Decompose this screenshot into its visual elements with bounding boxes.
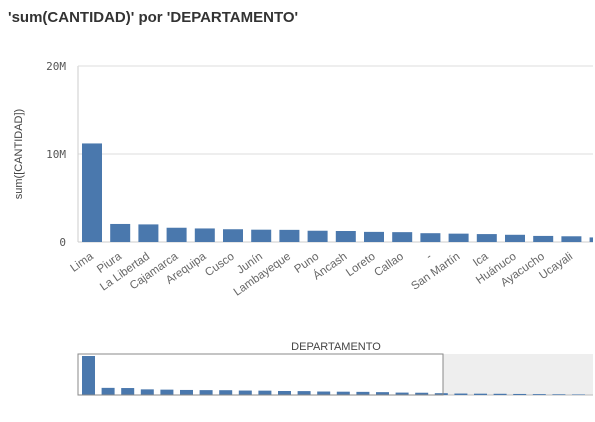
navigator-bar [199,390,213,395]
navigator-bar [474,393,487,395]
bar[interactable] [420,233,441,242]
navigator-bar [552,394,566,395]
bar[interactable] [82,143,102,242]
navigator-bar [513,393,527,395]
navigator-bar [454,393,468,395]
y-axis-ticks: 0 10M 20M [46,60,66,249]
bar[interactable] [392,232,413,242]
range-navigator[interactable] [77,353,593,396]
bar[interactable] [561,236,582,242]
bar[interactable] [194,228,215,242]
x-tick-label: San Martín [409,251,462,293]
navigator-bar [297,391,311,395]
bar[interactable] [476,234,497,242]
navigator-bar [356,391,370,395]
navigator-bar [336,391,350,395]
x-tick-label: Loreto [344,251,378,280]
navigator-bar [376,392,389,395]
navigator-bar [140,389,154,395]
bar[interactable] [364,231,384,242]
bar[interactable] [448,233,469,242]
navigator-bar [572,394,585,395]
navigator-bar [82,356,95,395]
navigator-bar [160,389,174,395]
bar[interactable] [589,237,593,242]
navigator-bar [395,392,409,395]
navigator-bar [238,390,252,395]
bar[interactable] [223,229,243,242]
navigator-bar [532,394,546,395]
navigator-unselected-region [443,354,593,395]
x-tick-label: Callao [372,251,406,280]
navigator-bar [415,392,429,395]
y-axis-title: sum([CANTIDAD]) [13,109,25,199]
navigator-title: DEPARTAMENTO [291,341,381,353]
navigator-bar [101,387,115,395]
navigator-selection-window[interactable] [77,353,444,396]
grid-lines [78,65,593,155]
bars [82,143,593,242]
navigator-bar [317,391,331,395]
y-tick-label: 0 [59,236,66,249]
navigator-bar [180,389,193,395]
navigator-bar [219,390,233,395]
bar[interactable] [307,230,328,242]
y-tick-label: 20M [46,60,66,73]
bar[interactable] [138,224,159,242]
navigator-bar [258,390,272,395]
navigator-bar [434,393,448,395]
x-tick-label: Cusco [203,251,237,280]
bar[interactable] [166,227,187,242]
chart-title: 'sum(CANTIDAD)' por 'DEPARTAMENTO' [8,9,299,26]
y-tick-label: 10M [46,148,66,161]
navigator-bar [278,390,291,395]
x-tick-label: Lima [68,250,96,274]
bar[interactable] [505,234,525,242]
bar[interactable] [335,231,356,242]
x-tick-label: - [424,251,434,263]
bar[interactable] [110,223,131,242]
navigator-bar [121,388,135,395]
bar[interactable] [279,229,300,242]
navigator-bar [493,393,507,395]
bar[interactable] [533,235,554,242]
bar[interactable] [251,229,272,242]
